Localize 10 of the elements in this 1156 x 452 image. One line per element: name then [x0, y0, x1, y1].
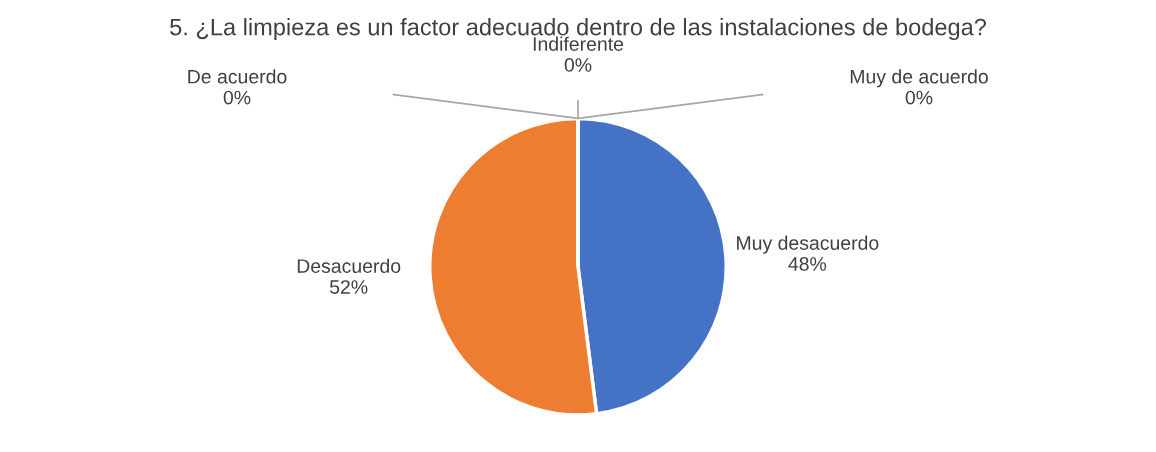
category-label: De acuerdo [188, 69, 287, 84]
text: 0% [564, 58, 592, 72]
slice-label: Desacuerdo [297, 258, 401, 273]
category-label: Muy de acuerdo [850, 69, 988, 88]
text: 0% [905, 90, 933, 105]
category-label: Indiferente [533, 36, 624, 51]
data-label: 48% [788, 257, 827, 271]
text: 0% [223, 90, 251, 105]
slice-label: Muy desacuerdo [737, 235, 879, 254]
data-label: 52% [329, 280, 368, 294]
